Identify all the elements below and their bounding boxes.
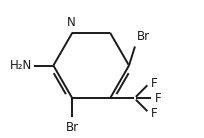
Text: Br: Br bbox=[137, 30, 150, 43]
Text: Br: Br bbox=[66, 121, 79, 134]
Text: F: F bbox=[151, 107, 157, 120]
Text: F: F bbox=[155, 92, 161, 105]
Text: N: N bbox=[67, 16, 75, 29]
Text: H₂N: H₂N bbox=[10, 59, 32, 72]
Text: F: F bbox=[151, 77, 157, 90]
